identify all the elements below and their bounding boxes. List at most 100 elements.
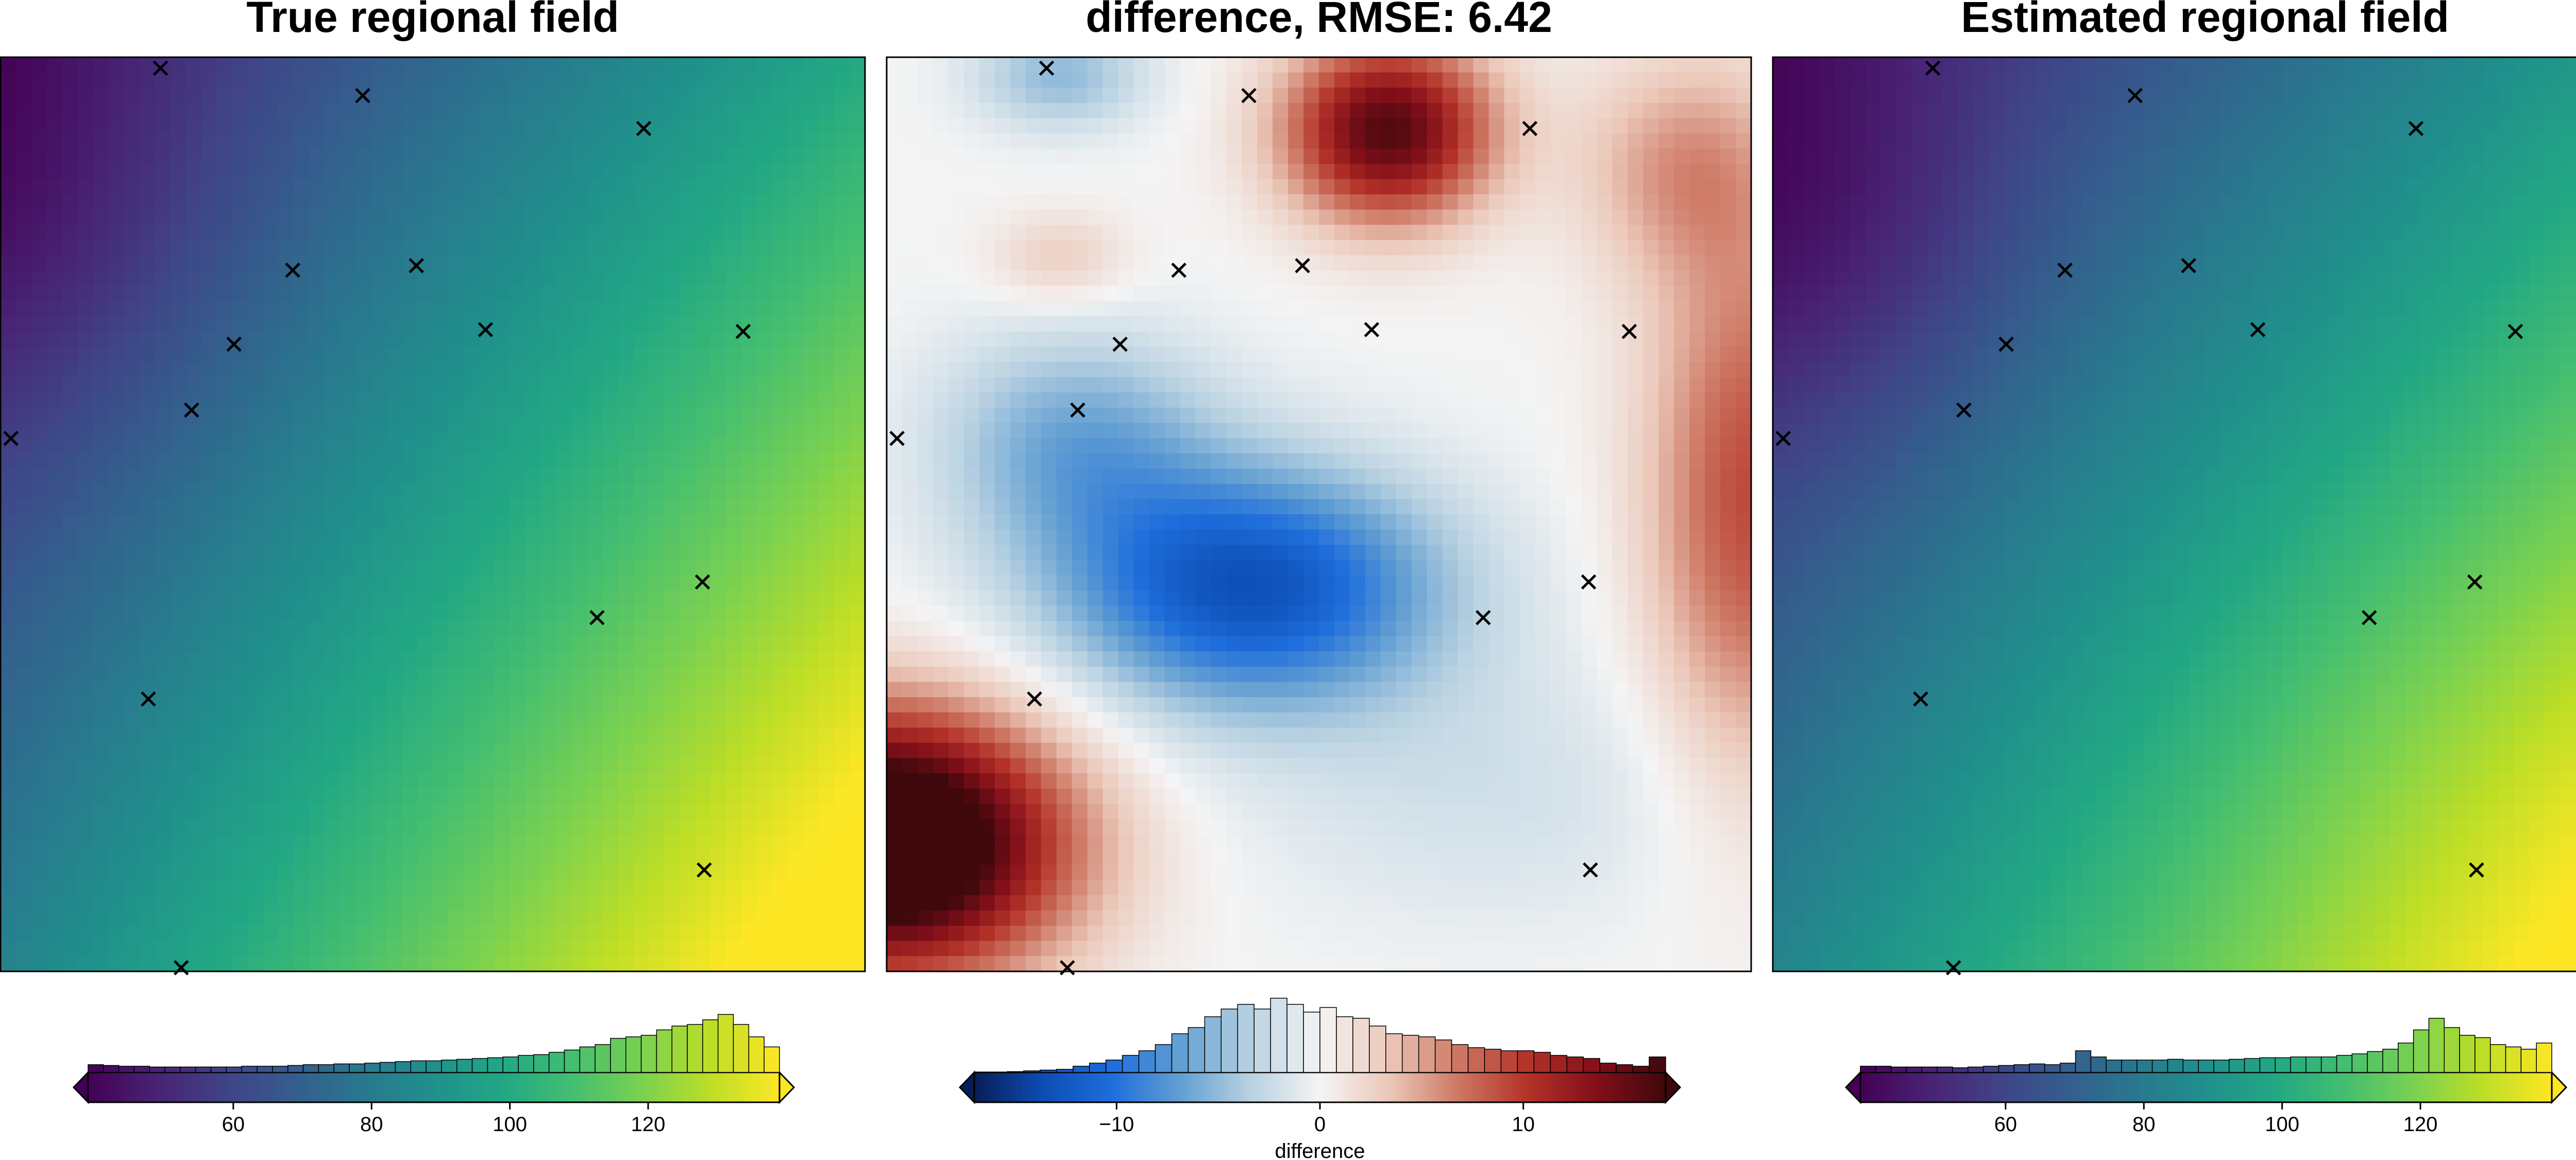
heatmap-cell [741, 133, 758, 149]
heatmap-cell [263, 560, 279, 576]
heatmap-cell [463, 758, 480, 774]
heatmap-cell [633, 270, 650, 287]
heatmap-cell [340, 392, 356, 408]
heatmap-cell [417, 362, 433, 378]
heatmap-cell [402, 545, 418, 561]
heatmap-cell [325, 179, 341, 195]
heatmap-cell [649, 57, 665, 73]
heatmap-cell [139, 362, 156, 378]
heatmap-cell [510, 88, 526, 104]
heatmap-cell [1720, 362, 1736, 378]
heatmap-cell [917, 118, 934, 134]
heatmap-cell [979, 316, 995, 332]
heatmap-cell [247, 545, 264, 561]
heatmap-cell [819, 346, 835, 363]
colorbar-segment [517, 1072, 521, 1102]
heatmap-cell [139, 499, 156, 515]
heatmap-cell [1072, 209, 1088, 226]
heatmap-cell [355, 910, 371, 927]
heatmap-cell [46, 194, 63, 210]
heatmap-cell [479, 240, 495, 256]
colorbar-tick-label: 80 [360, 1113, 383, 1136]
heatmap-cell [1658, 133, 1674, 149]
heatmap-cell [77, 575, 94, 591]
colorbar-segment [496, 1072, 500, 1102]
heatmap-cell [263, 895, 279, 911]
heatmap-cell [463, 118, 480, 134]
heatmap-cell [247, 301, 264, 317]
heatmap-cell [772, 118, 788, 134]
heatmap-cell [1164, 179, 1181, 195]
heatmap-cell [680, 819, 696, 835]
heatmap-cell [232, 926, 248, 942]
heatmap-cell [1535, 377, 1551, 393]
heatmap-cell [710, 560, 727, 576]
heatmap-cell [788, 895, 804, 911]
heatmap-cell [170, 682, 187, 698]
heatmap-cell [278, 606, 295, 621]
heatmap-cell [850, 636, 866, 652]
heatmap-cell [979, 148, 995, 164]
heatmap-cell [1087, 377, 1104, 393]
heatmap-cell [602, 118, 619, 134]
histogram-bar [318, 1064, 334, 1073]
heatmap-cell [788, 834, 804, 850]
heatmap-cell [433, 545, 449, 561]
heatmap-cell [46, 697, 63, 713]
heatmap-cell [680, 57, 696, 73]
heatmap-cell [93, 103, 109, 119]
heatmap-cell [263, 788, 279, 804]
heatmap-cell [525, 301, 541, 317]
heatmap-cell [1458, 270, 1474, 287]
heatmap-cell [757, 362, 773, 378]
heatmap-cell [31, 651, 47, 667]
heatmap-cell [1566, 270, 1582, 287]
heatmap-cell [77, 773, 94, 789]
heatmap-cell [571, 682, 588, 698]
heatmap-cell [232, 666, 248, 683]
heatmap-cell [463, 712, 480, 728]
heatmap-cell [479, 910, 495, 927]
heatmap-cell [325, 331, 341, 347]
heatmap-cell [649, 636, 665, 652]
heatmap-cell [1349, 194, 1366, 210]
heatmap-cell [1273, 346, 1289, 363]
heatmap-cell [556, 103, 572, 119]
heatmap-cell [917, 285, 934, 301]
heatmap-cell [1273, 148, 1289, 164]
heatmap-cell [263, 865, 279, 881]
heatmap-cell [979, 301, 995, 317]
heatmap-cell [201, 880, 217, 896]
heatmap-cell [139, 926, 156, 942]
heatmap-cell [757, 468, 773, 484]
heatmap-cell [463, 560, 480, 576]
heatmap-cell [587, 133, 603, 149]
heatmap-cell [340, 666, 356, 683]
heatmap-cell [463, 346, 480, 363]
heatmap-cell [757, 819, 773, 835]
heatmap-cell [1736, 301, 1752, 317]
heatmap-cell [1519, 377, 1536, 393]
heatmap-cell [1273, 270, 1289, 287]
heatmap-cell [602, 682, 619, 698]
heatmap-cell [710, 926, 727, 942]
heatmap-cell [479, 636, 495, 652]
heatmap-cell [1488, 301, 1505, 317]
heatmap-cell [1411, 88, 1428, 104]
heatmap-cell [1010, 285, 1026, 301]
heatmap-cell [247, 362, 264, 378]
heatmap-cell [139, 895, 156, 911]
heatmap-cell [479, 895, 495, 911]
heatmap-cell [587, 926, 603, 942]
heatmap-cell [1597, 285, 1613, 301]
heatmap-cell [1566, 88, 1582, 104]
heatmap-cell [1566, 331, 1582, 347]
heatmap-cell [170, 88, 187, 104]
heatmap-cell [834, 910, 850, 927]
heatmap-cell [139, 529, 156, 545]
heatmap-cell [185, 666, 202, 683]
heatmap-cell [263, 468, 279, 484]
heatmap-cell [309, 758, 326, 774]
heatmap-cell [1133, 133, 1150, 149]
heatmap-cell [494, 834, 511, 850]
